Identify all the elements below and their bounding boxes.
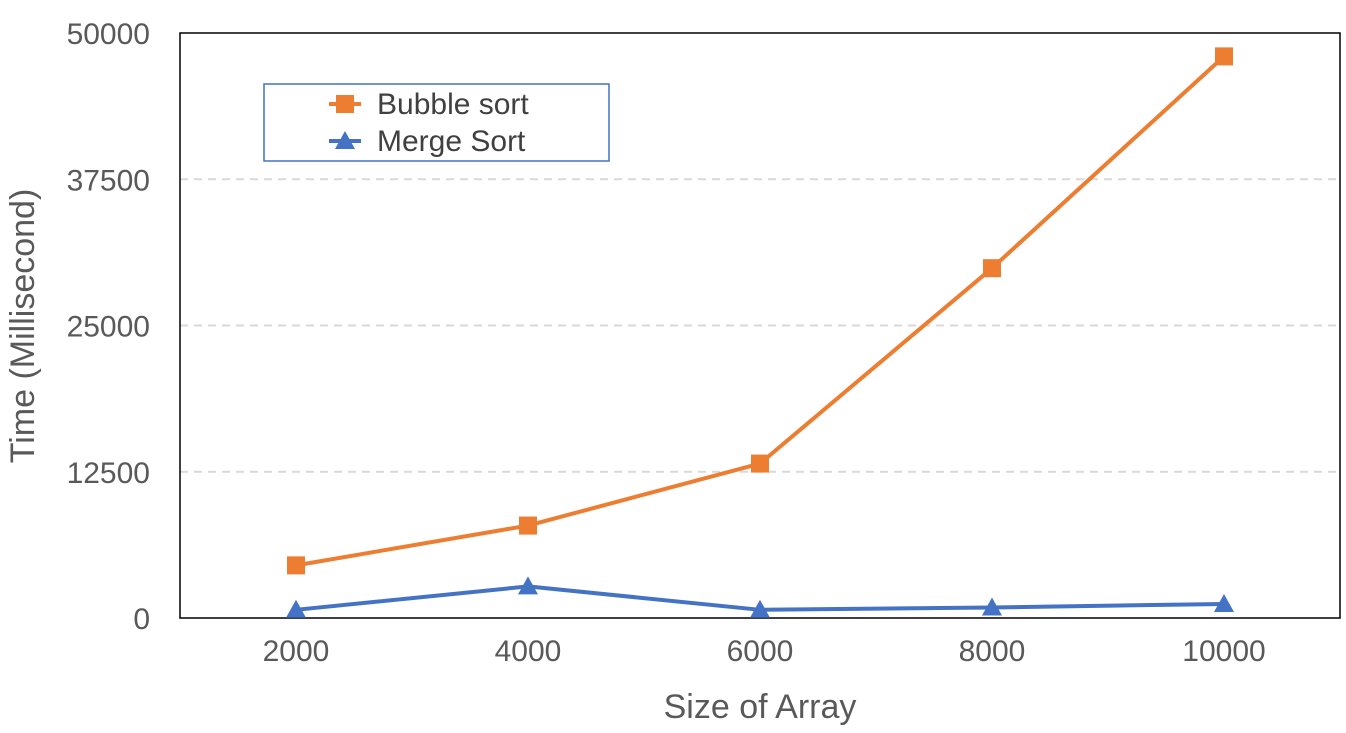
x-tick-label: 10000 xyxy=(1182,635,1265,668)
data-point xyxy=(751,454,769,473)
y-tick-label: 12500 xyxy=(67,457,150,490)
y-tick-label: 0 xyxy=(133,603,150,636)
gridlines xyxy=(180,178,1340,473)
x-axis-title: Size of Array xyxy=(664,688,857,726)
data-point xyxy=(286,599,306,618)
data-point xyxy=(287,556,305,575)
x-axis-ticks: 2000 4000 6000 8000 10000 xyxy=(263,635,1266,668)
data-point xyxy=(982,597,1002,616)
y-tick-label: 37500 xyxy=(67,164,150,197)
data-point xyxy=(1215,47,1233,66)
legend-marker xyxy=(335,131,355,149)
x-tick-label: 8000 xyxy=(959,635,1026,668)
series-merge-sort xyxy=(286,576,1234,618)
data-point xyxy=(518,576,538,595)
legend-label: Bubble sort xyxy=(377,88,529,121)
series-bubble-sort xyxy=(287,47,1233,575)
legend: Bubble sort Merge Sort xyxy=(263,83,610,162)
x-tick-label: 2000 xyxy=(263,635,330,668)
legend-label: Merge Sort xyxy=(377,125,526,158)
legend-marker xyxy=(336,95,354,113)
data-point xyxy=(1214,593,1234,612)
data-point xyxy=(750,599,770,618)
data-point xyxy=(983,259,1001,278)
y-tick-label: 25000 xyxy=(67,311,150,344)
x-tick-label: 4000 xyxy=(495,635,562,668)
plot-area xyxy=(179,32,1341,619)
y-axis-ticks: 0 12500 25000 37500 50000 xyxy=(67,18,150,636)
y-axis-title: Time (Millisecond) xyxy=(4,189,42,464)
data-point xyxy=(519,516,537,535)
y-tick-label: 50000 xyxy=(67,18,150,51)
x-tick-label: 6000 xyxy=(727,635,794,668)
legend-box xyxy=(263,83,610,162)
series-layer xyxy=(286,47,1234,618)
